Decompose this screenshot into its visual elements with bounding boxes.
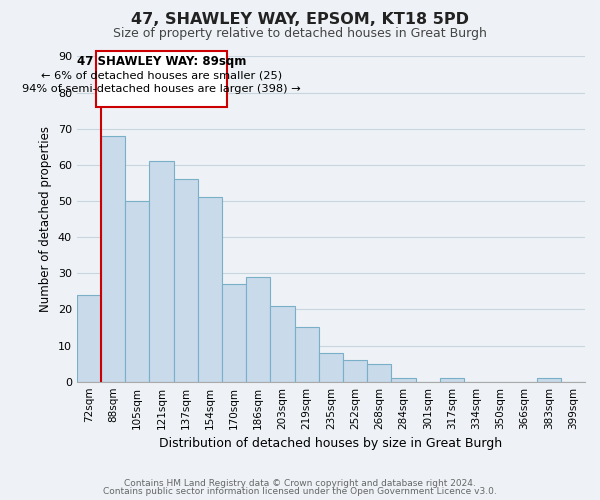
Text: 47, SHAWLEY WAY, EPSOM, KT18 5PD: 47, SHAWLEY WAY, EPSOM, KT18 5PD <box>131 12 469 28</box>
Bar <box>295 328 319 382</box>
Bar <box>173 180 198 382</box>
Bar <box>246 277 271 382</box>
Bar <box>343 360 367 382</box>
Text: Contains public sector information licensed under the Open Government Licence v3: Contains public sector information licen… <box>103 487 497 496</box>
Text: 47 SHAWLEY WAY: 89sqm: 47 SHAWLEY WAY: 89sqm <box>77 56 246 68</box>
Bar <box>198 198 222 382</box>
Bar <box>536 378 561 382</box>
Text: ← 6% of detached houses are smaller (25): ← 6% of detached houses are smaller (25) <box>41 70 282 80</box>
Bar <box>319 353 343 382</box>
Bar <box>125 201 149 382</box>
Bar <box>440 378 464 382</box>
Text: Contains HM Land Registry data © Crown copyright and database right 2024.: Contains HM Land Registry data © Crown c… <box>124 478 476 488</box>
Bar <box>391 378 416 382</box>
Bar <box>222 284 246 382</box>
X-axis label: Distribution of detached houses by size in Great Burgh: Distribution of detached houses by size … <box>160 437 502 450</box>
Bar <box>367 364 391 382</box>
Bar <box>271 306 295 382</box>
Text: Size of property relative to detached houses in Great Burgh: Size of property relative to detached ho… <box>113 28 487 40</box>
FancyBboxPatch shape <box>96 51 227 107</box>
Text: 94% of semi-detached houses are larger (398) →: 94% of semi-detached houses are larger (… <box>22 84 301 94</box>
Y-axis label: Number of detached properties: Number of detached properties <box>39 126 52 312</box>
Bar <box>149 161 173 382</box>
Bar <box>77 295 101 382</box>
Bar <box>101 136 125 382</box>
